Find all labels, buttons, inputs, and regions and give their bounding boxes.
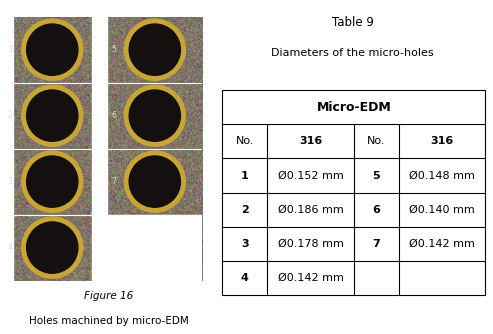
Text: 2: 2	[8, 111, 13, 120]
Text: Ø0.178 mm: Ø0.178 mm	[278, 239, 344, 249]
Text: No.: No.	[236, 136, 254, 146]
Text: 3: 3	[241, 239, 248, 249]
Bar	[222, 90, 485, 295]
Ellipse shape	[22, 85, 83, 146]
Text: 316: 316	[430, 136, 454, 146]
Ellipse shape	[22, 19, 83, 80]
Ellipse shape	[27, 156, 78, 207]
Text: Ø0.140 mm: Ø0.140 mm	[409, 205, 475, 215]
Text: 7: 7	[372, 239, 380, 249]
Bar	[92, 17, 107, 281]
Bar	[107, 214, 202, 281]
Ellipse shape	[27, 222, 78, 273]
Text: Figure 16: Figure 16	[84, 291, 133, 301]
Text: Ø0.148 mm: Ø0.148 mm	[409, 171, 475, 181]
Ellipse shape	[27, 24, 78, 75]
Ellipse shape	[129, 90, 180, 141]
Ellipse shape	[129, 156, 180, 207]
Text: 4: 4	[8, 243, 13, 252]
Bar	[5, 17, 13, 281]
Text: Ø0.186 mm: Ø0.186 mm	[278, 205, 343, 215]
Text: Diameters of the micro-holes: Diameters of the micro-holes	[271, 48, 434, 58]
Ellipse shape	[22, 151, 83, 212]
Text: 1: 1	[241, 171, 248, 181]
Text: No.: No.	[367, 136, 386, 146]
Ellipse shape	[124, 19, 185, 80]
Text: 2: 2	[241, 205, 248, 215]
Text: Ø0.142 mm: Ø0.142 mm	[278, 273, 344, 283]
Text: Table 9: Table 9	[332, 16, 373, 29]
Text: Holes machined by micro-EDM: Holes machined by micro-EDM	[29, 316, 188, 326]
Text: 5: 5	[372, 171, 380, 181]
Ellipse shape	[27, 90, 78, 141]
Text: 5: 5	[111, 45, 116, 54]
Text: Ø0.142 mm: Ø0.142 mm	[409, 239, 475, 249]
Text: Micro-EDM: Micro-EDM	[317, 101, 391, 114]
Text: 3: 3	[8, 177, 13, 186]
Text: Ø0.152 mm: Ø0.152 mm	[278, 171, 343, 181]
Text: 316: 316	[299, 136, 322, 146]
Text: 6: 6	[372, 205, 380, 215]
Ellipse shape	[129, 24, 180, 75]
Ellipse shape	[22, 217, 83, 278]
Text: 7: 7	[111, 177, 116, 186]
Text: 6: 6	[111, 111, 116, 120]
Ellipse shape	[124, 85, 185, 146]
Ellipse shape	[124, 151, 185, 212]
Text: 1: 1	[8, 45, 13, 54]
Text: 4: 4	[241, 273, 248, 283]
